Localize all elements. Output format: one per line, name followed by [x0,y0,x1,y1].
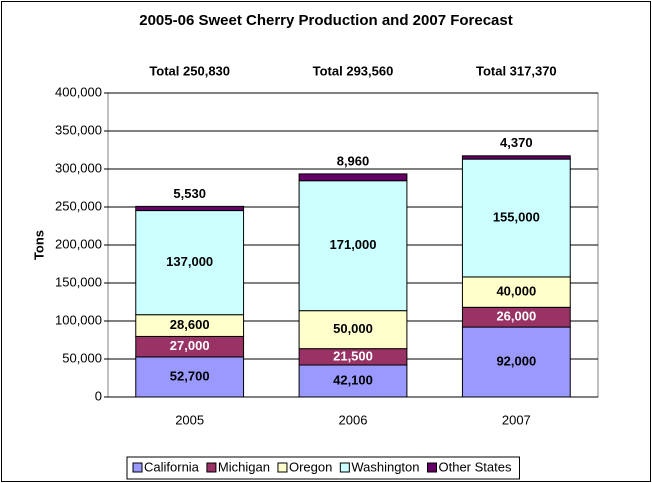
legend-label: Oregon [289,459,332,474]
bar-segment [135,205,245,212]
legend-label: California [144,459,200,474]
total-annotation: Total 250,830 [149,63,230,78]
legend-label: Other States [439,459,512,474]
bar-segment [298,310,408,350]
y-tick-label: 200,000 [55,236,102,251]
value-label: 52,700 [170,368,210,383]
value-label: 155,000 [493,209,540,224]
y-tick-label: 400,000 [55,84,102,99]
y-tick-label: 0 [95,388,102,403]
x-tick-label: 2007 [502,412,531,427]
value-label: 26,000 [496,309,536,324]
value-label: 42,100 [333,372,373,387]
x-tick-label: 2005 [175,412,204,427]
value-label: 4,370 [500,135,533,150]
bar-segment [461,326,571,398]
legend-label: Washington [351,459,419,474]
y-tick-label: 100,000 [55,312,102,327]
value-label: 50,000 [333,321,373,336]
y-tick-label: 300,000 [55,160,102,175]
value-label: 137,000 [166,254,213,269]
x-tick-label: 2006 [339,412,368,427]
bar-segment [135,210,245,316]
y-tick-label: 150,000 [55,274,102,289]
bar-segment [461,276,571,308]
y-tick-label: 250,000 [55,198,102,213]
bar-segment [298,180,408,312]
y-tick-label: 350,000 [55,122,102,137]
value-label: 5,530 [173,186,206,201]
bar-segment [461,155,571,160]
value-label: 21,500 [333,348,373,363]
value-label: 40,000 [496,284,536,299]
legend-swatch [277,462,288,473]
total-annotation: Total 293,560 [313,63,394,78]
legend-swatch [206,462,217,473]
chart-title: 2005-06 Sweet Cherry Production and 2007… [139,12,512,29]
value-label: 8,960 [337,153,370,168]
legend-label: Michigan [218,459,270,474]
legend-swatch [339,462,350,473]
value-label: 92,000 [496,353,536,368]
legend-swatch [427,462,437,473]
y-axis-label: Tons [31,230,46,260]
y-tick-label: 50,000 [62,350,102,365]
bar-segment [461,158,571,278]
total-annotation: Total 317,370 [476,63,557,78]
bar-segment [298,173,408,182]
value-label: 28,600 [170,317,210,332]
legend-box [126,456,520,480]
value-label: 27,000 [170,338,210,353]
legend-swatch [132,462,143,473]
value-label: 171,000 [330,237,377,252]
